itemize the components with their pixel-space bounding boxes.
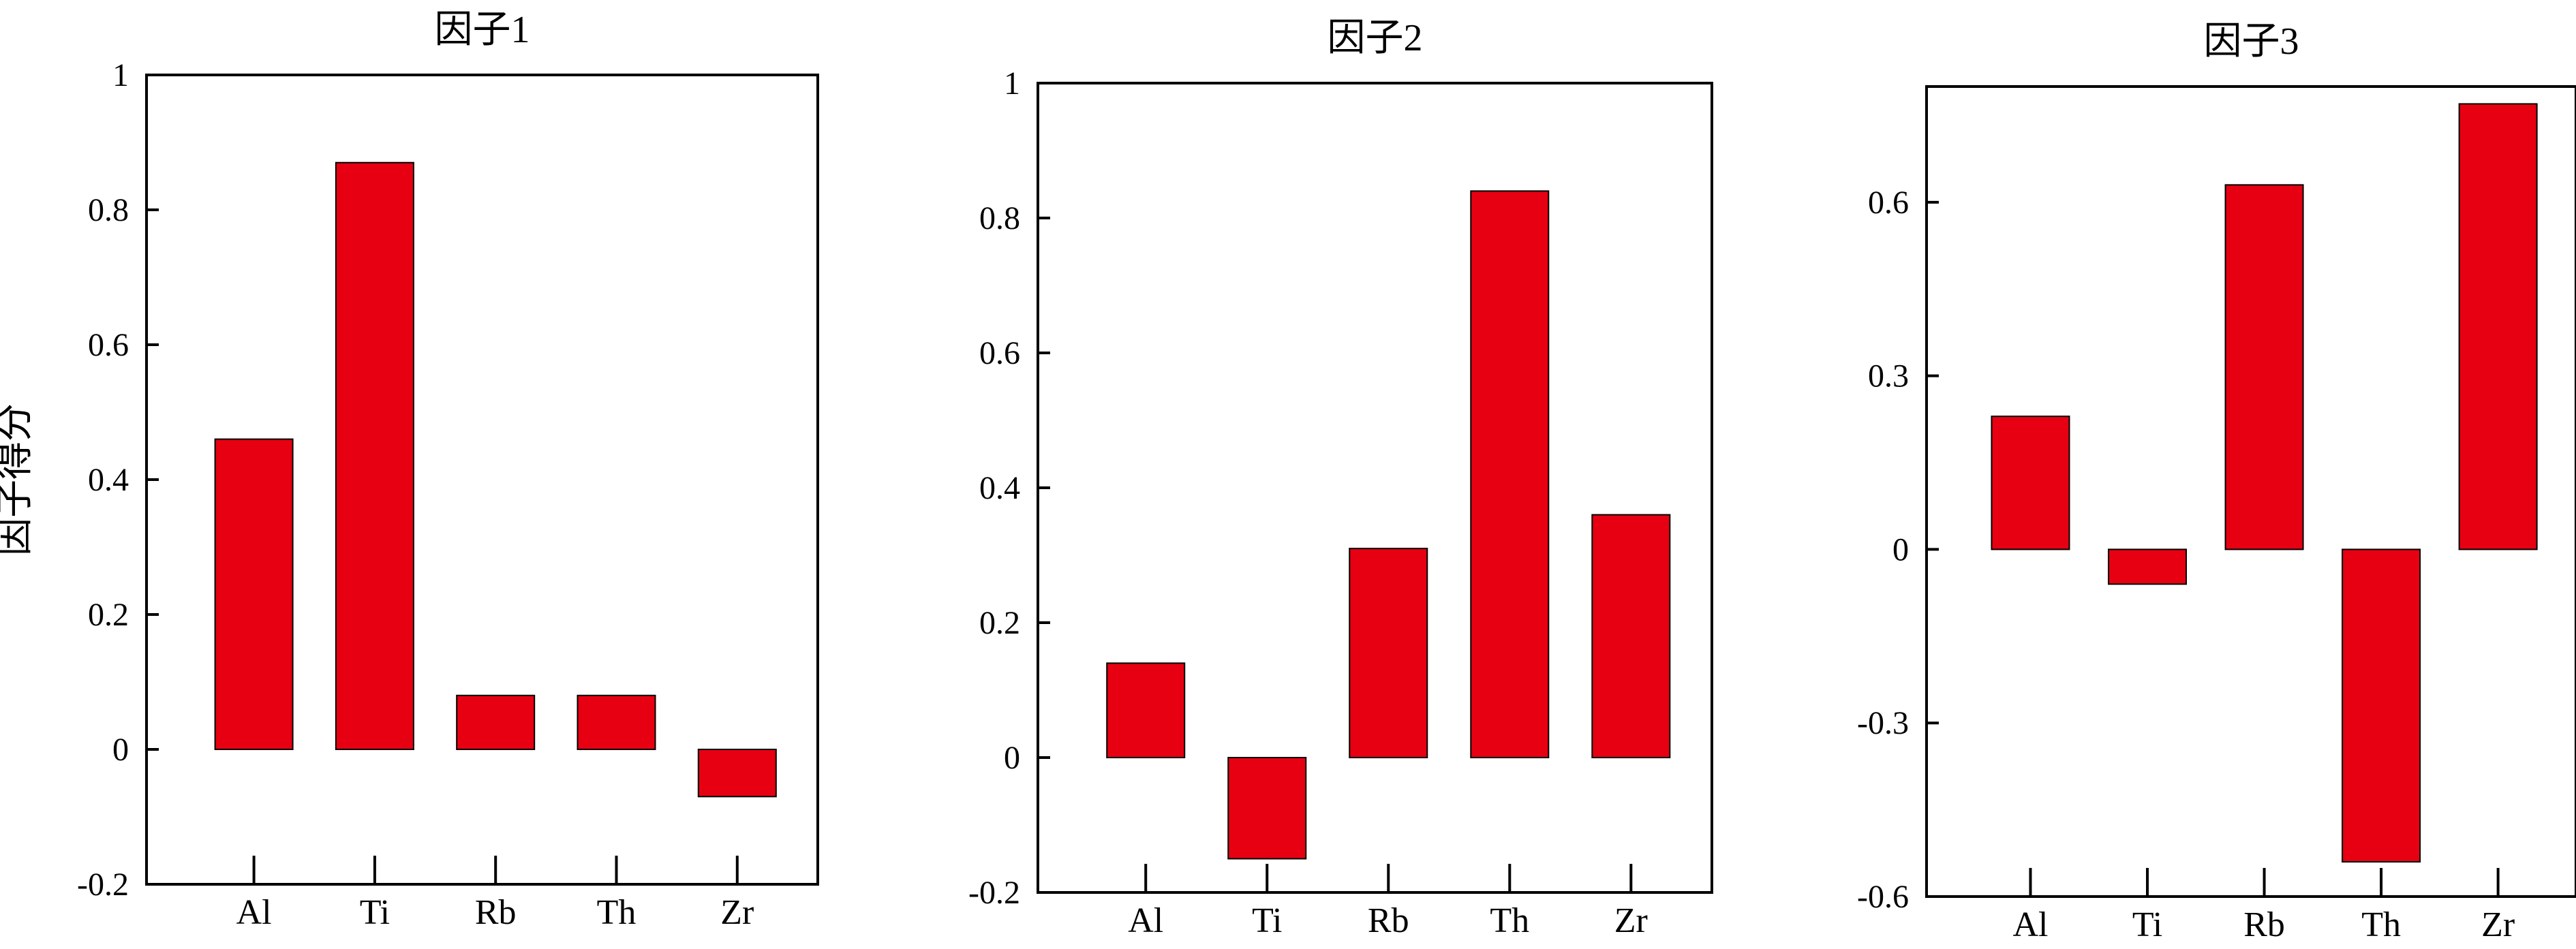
y-tick-label: 0.6	[1868, 185, 1909, 221]
x-tick-label: Rb	[1368, 901, 1409, 940]
x-tick-label: Al	[236, 893, 272, 932]
x-tick-label: Rb	[2243, 905, 2285, 944]
bar-ti	[2108, 548, 2188, 585]
bar-th	[2342, 548, 2421, 863]
bar-ti	[335, 161, 414, 750]
chart-title: 因子2	[1328, 17, 1423, 59]
bar-rb	[1349, 548, 1428, 758]
y-tick-label: 0	[1892, 531, 1909, 567]
x-tick-label: Al	[1128, 901, 1163, 940]
plot-frame	[1925, 85, 2576, 898]
bar-zr	[697, 749, 777, 798]
x-tick-label: Th	[1490, 901, 1529, 940]
chart-panel-2: 因子2 -0.2 0 0.2 0.4 0.6 0.8 1 Al Ti Rb Th Zr	[968, 17, 1713, 940]
bar-ti	[1227, 757, 1307, 860]
y-axis-label: 因子得分	[0, 403, 36, 556]
y-tick-label: 0.4	[88, 462, 129, 498]
y-tick-label: 0	[112, 732, 129, 768]
bar-al	[1106, 662, 1186, 759]
x-tick-label: Zr	[1614, 901, 1648, 940]
chart-title: 因子1	[435, 9, 530, 51]
x-tick-label: Th	[2361, 905, 2401, 944]
x-tick-label: Rb	[475, 893, 517, 932]
bar-zr	[2458, 103, 2538, 550]
y-tick-label: 0.6	[979, 335, 1020, 371]
x-tick-label: Zr	[2481, 905, 2515, 944]
y-tick-label: -0.6	[1857, 879, 1909, 915]
y-tick-label: 1	[1004, 65, 1020, 102]
y-tick-label: -0.2	[968, 875, 1020, 911]
y-tick-label: 0.2	[88, 597, 129, 633]
x-tick-label: Ti	[2132, 905, 2162, 944]
x-tick-label: Ti	[1252, 901, 1282, 940]
chart-panel-3: 因子3 -0.6 -0.3 0 0.3 0.6 Al Ti Rb Th Zr	[1857, 20, 2576, 944]
x-tick-label: Zr	[720, 893, 754, 932]
y-tick-label: -0.2	[77, 867, 129, 903]
chart-panel-1: 因子1 -0.2 0 0.2 0.4 0.6 0.8 1 因子得分 Al Ti Rb Th Zr	[0, 9, 819, 932]
y-tick-label: 0.6	[88, 327, 129, 363]
bar-th	[577, 694, 656, 750]
y-tick-label: 0.2	[979, 605, 1020, 641]
y-tick-label: -0.3	[1857, 705, 1909, 741]
bar-rb	[456, 694, 536, 750]
y-tick-label: 0.8	[88, 192, 129, 228]
x-tick-label: Ti	[360, 893, 390, 932]
bar-zr	[1591, 514, 1671, 758]
y-tick-label: 1	[112, 57, 129, 93]
x-tick-label: Th	[597, 893, 637, 932]
bar-rb	[2224, 184, 2304, 550]
y-tick-label: 0.8	[979, 200, 1020, 236]
bar-al	[1991, 416, 2070, 550]
bar-al	[214, 438, 294, 750]
y-tick-label: 0.3	[1868, 358, 1909, 394]
y-tick-label: 0	[1004, 740, 1020, 776]
chart-title: 因子3	[2204, 20, 2299, 63]
plot-frame	[1037, 82, 1713, 894]
bar-th	[1470, 190, 1550, 758]
y-tick-label: 0.4	[979, 470, 1020, 506]
x-tick-label: Al	[2012, 905, 2048, 944]
